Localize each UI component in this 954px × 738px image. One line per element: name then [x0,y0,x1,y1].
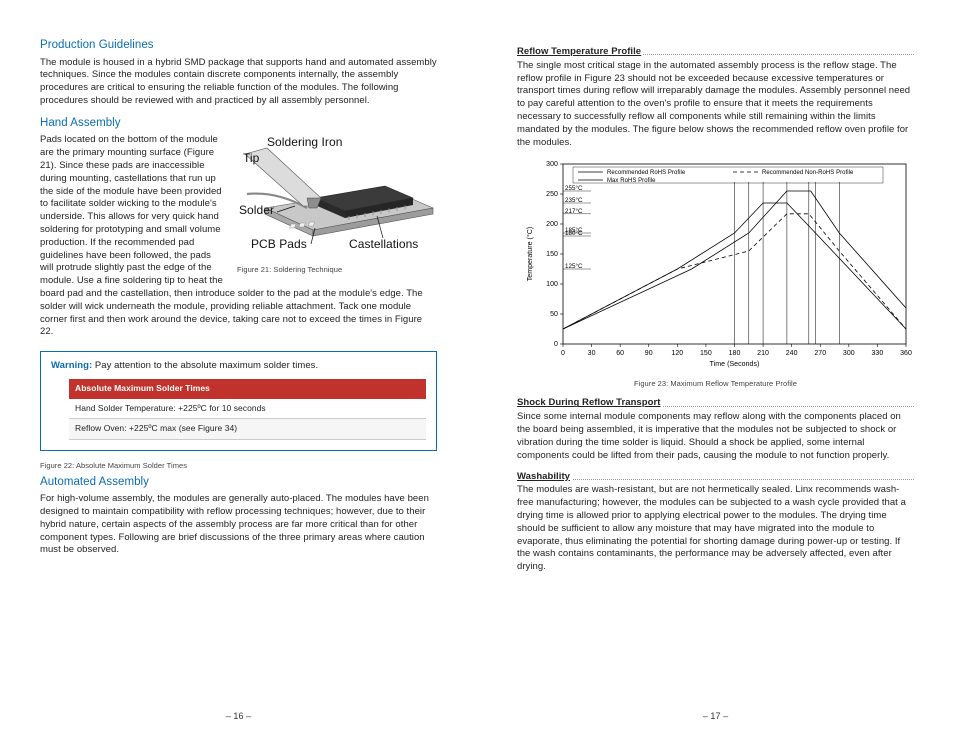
svg-text:180°C: 180°C [565,230,583,237]
svg-text:200: 200 [546,221,558,228]
label-solder: Solder [239,203,274,217]
page-right: Reflow Temperature Profile The single mo… [477,0,954,738]
para-reflow: The single most critical stage in the au… [517,60,914,150]
svg-text:210: 210 [757,350,769,357]
label-cast: Castellations [349,237,418,251]
svg-text:217°C: 217°C [565,207,583,214]
svg-text:100: 100 [546,281,558,288]
svg-text:270: 270 [814,350,826,357]
para-automated: For high-volume assembly, the modules ar… [40,493,437,557]
label-tip: Tip [243,151,260,165]
table-row: Hand Solder Temperature: +225ºC for 10 s… [69,399,426,419]
heading-shock: Shock During Reflow Transport [517,397,914,410]
figure-21: Soldering Iron Tip Solder PCB Pads Caste… [237,136,437,279]
solder-times-table: Absolute Maximum Solder Times Hand Solde… [69,379,426,439]
label-pcb: PCB Pads [251,237,307,251]
two-page-spread: Production Guidelines The module is hous… [0,0,954,738]
svg-text:50: 50 [550,311,558,318]
para-wash: The modules are wash-resistant, but are … [517,484,914,574]
table-header: Absolute Maximum Solder Times [69,379,426,398]
svg-text:255°C: 255°C [565,185,583,192]
page-left: Production Guidelines The module is hous… [0,0,477,738]
svg-text:150: 150 [546,251,558,258]
figure-23-chart: 0 50 100 150 200 250 300 0 30 60 90 120 150 180 210 240… [518,156,913,376]
svg-text:330: 330 [871,350,883,357]
svg-text:30: 30 [588,350,596,357]
svg-text:Time (Seconds): Time (Seconds) [710,361,760,368]
warning-label: Warning: [51,360,92,371]
heading-wash: Washability [517,471,914,484]
label-iron: Soldering Iron [267,136,342,149]
svg-text:360: 360 [900,350,912,357]
svg-text:300: 300 [843,350,855,357]
para-shock: Since some internal module components ma… [517,411,914,462]
heading-production: Production Guidelines [40,38,437,54]
heading-hand-assembly: Hand Assembly [40,116,437,132]
svg-text:125°C: 125°C [565,263,583,270]
svg-text:Temperature (°C): Temperature (°C) [526,226,534,281]
svg-text:0: 0 [554,341,558,348]
figcaption-22: Figure 22: Absolute Maximum Solder Times [40,461,437,471]
svg-text:235°C: 235°C [565,197,583,204]
heading-automated: Automated Assembly [40,475,437,491]
svg-text:0: 0 [561,350,565,357]
soldering-technique-diagram: Soldering Iron Tip Solder PCB Pads Caste… [237,136,437,256]
svg-text:Recommended Non-RoHS Profile: Recommended Non-RoHS Profile [762,170,854,176]
figcaption-21: Figure 21: Soldering Technique [237,265,437,275]
svg-text:120: 120 [671,350,683,357]
svg-text:300: 300 [546,161,558,168]
figcaption-23: Figure 23: Maximum Reflow Temperature Pr… [517,379,914,389]
page-number-right: – 17 – [477,710,954,722]
svg-text:Recommended RoHS Profile: Recommended RoHS Profile [607,170,686,176]
table-row: Reflow Oven: +225ºC max (see Figure 34) [69,419,426,439]
svg-text:180: 180 [729,350,741,357]
svg-text:250: 250 [546,191,558,198]
page-number-left: – 16 – [0,710,477,722]
svg-text:90: 90 [645,350,653,357]
svg-text:240: 240 [786,350,798,357]
heading-reflow: Reflow Temperature Profile [517,46,914,59]
svg-text:60: 60 [616,350,624,357]
para-production: The module is housed in a hybrid SMD pac… [40,57,437,108]
reflow-profile-chart: 0 50 100 150 200 250 300 0 30 60 90 120 150 180 210 240… [518,156,913,371]
warning-box: Warning: Pay attention to the absolute m… [40,351,437,450]
warning-text: Pay attention to the absolute maximum so… [92,360,318,371]
warning-line: Warning: Pay attention to the absolute m… [51,360,426,373]
svg-text:150: 150 [700,350,712,357]
